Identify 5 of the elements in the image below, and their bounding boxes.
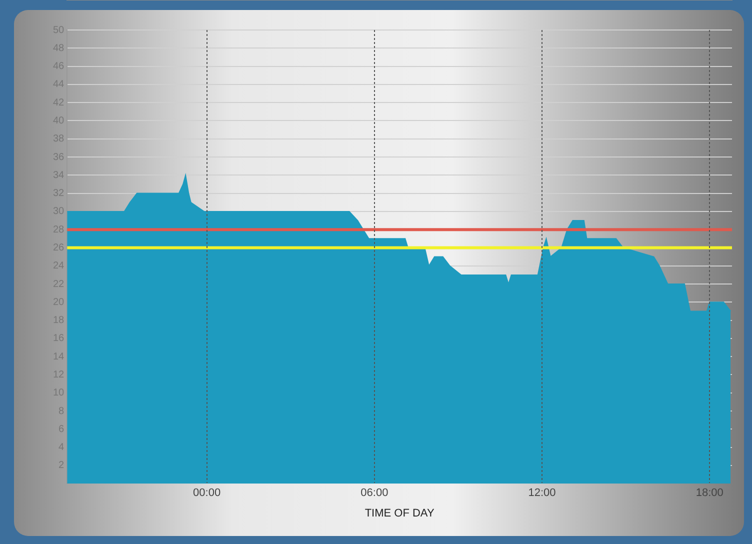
x-axis-title: TIME OF DAY — [364, 507, 435, 520]
x-tick-label: 00:00 — [193, 487, 221, 500]
x-tick-label: 12:00 — [528, 487, 556, 500]
x-tick-label: 06:00 — [360, 487, 388, 500]
x-tick-label: 18:00 — [696, 487, 724, 500]
